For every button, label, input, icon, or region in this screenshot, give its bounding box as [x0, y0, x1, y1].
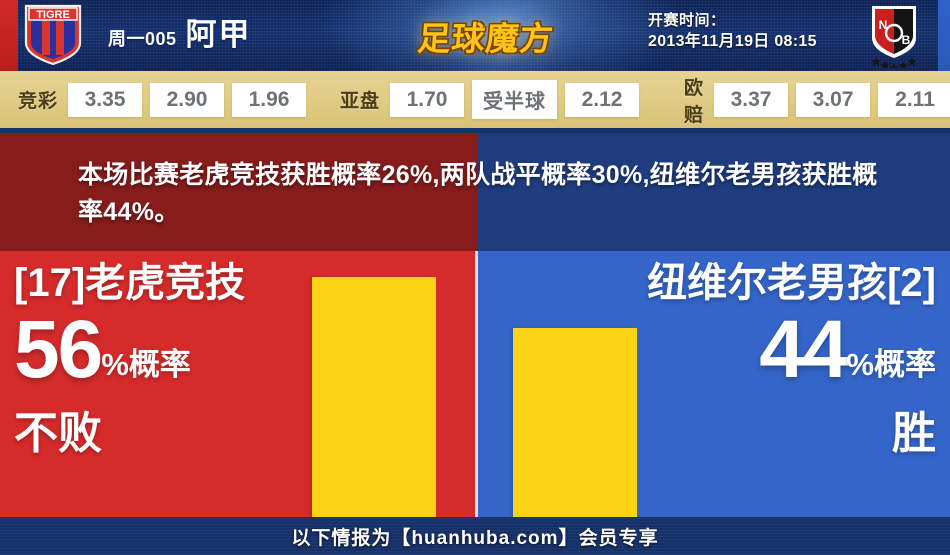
- home-outcome-label: 不败: [14, 409, 102, 458]
- odds-bar: 竞彩 3.35 2.90 1.96 亚盘 1.70 受半球 2.12 欧赔 3.…: [0, 71, 950, 128]
- kickoff-time-block: 开赛时间： 2013年11月19日 08:15: [648, 10, 817, 54]
- kickoff-label: 开赛时间：: [648, 12, 726, 29]
- match-title: 周一005 阿甲: [108, 9, 252, 54]
- home-team-name: [17]老虎竞技: [14, 261, 246, 305]
- away-badge-letter-n: N: [879, 18, 888, 32]
- odds-cell-draw[interactable]: 3.07: [796, 82, 871, 117]
- away-probability-bar: [513, 328, 637, 517]
- panel-divider: [475, 251, 478, 517]
- away-probability-row: 44 %概率: [647, 309, 936, 391]
- away-team-name: 纽维尔老男孩[2]: [647, 261, 936, 305]
- footer-suffix: 】会员专享: [558, 527, 659, 549]
- odds-cell-away[interactable]: 2.11: [878, 82, 950, 117]
- header-left-accent-strip: [0, 0, 18, 71]
- header-right-accent-strip: [938, 0, 950, 71]
- odds-cell-handicap[interactable]: 受半球: [472, 80, 558, 119]
- footer-prefix: 以下情报为【: [291, 527, 412, 549]
- away-team-block: 纽维尔老男孩[2] 44 %概率 胜: [647, 261, 936, 461]
- kickoff-value: 2013年11月19日 08:15: [648, 33, 817, 51]
- odds-group-jingcai: 竞彩 3.35 2.90 1.96: [18, 82, 307, 117]
- probability-panels: [17]老虎竞技 56 %概率 不败 纽维尔老男孩[2] 44 %概率 胜: [0, 251, 950, 517]
- away-outcome-label: 胜: [892, 409, 936, 458]
- home-badge-text: TIGRE: [36, 9, 70, 21]
- header-bar: TIGRE 周一005 阿甲 足球魔方 开赛时间： 2013年11月19日 08…: [0, 0, 950, 71]
- odds-cell-home[interactable]: 3.35: [68, 82, 143, 117]
- away-badge-letter-b: B: [902, 33, 911, 47]
- home-probability-unit: %概率: [101, 347, 191, 382]
- footer-bar: 以下情报为【huanhuba.com】会员专享: [0, 517, 950, 555]
- home-probability-bar: [312, 277, 436, 517]
- home-team-block: [17]老虎竞技 56 %概率 不败: [14, 261, 245, 461]
- match-round-label: 周一005: [108, 29, 177, 49]
- away-badge-stars: [871, 57, 917, 71]
- away-probability-unit: %概率: [846, 347, 936, 382]
- odds-group-label: 竞彩: [18, 91, 59, 112]
- odds-group-asian-handicap: 亚盘 1.70 受半球 2.12: [340, 80, 640, 119]
- away-team-badge-icon: N B: [858, 2, 928, 71]
- odds-cell-away[interactable]: 1.96: [232, 82, 307, 117]
- summary-text: 本场比赛老虎竞技获胜概率26%,两队战平概率30%,纽维尔老男孩获胜概率44%。: [78, 161, 878, 226]
- brand-logo-text: 足球魔方: [415, 19, 555, 57]
- odds-cell-away[interactable]: 2.12: [565, 82, 640, 117]
- brand-logo: 足球魔方: [398, 0, 573, 71]
- odds-group-european: 欧赔 3.37 3.07 2.11: [684, 73, 950, 127]
- summary-band: 本场比赛老虎竞技获胜概率26%,两队战平概率30%,纽维尔老男孩获胜概率44%。: [0, 133, 950, 251]
- odds-cell-home[interactable]: 1.70: [390, 82, 465, 117]
- away-probability-value: 44: [759, 304, 848, 395]
- home-probability-value: 56: [14, 304, 103, 395]
- home-team-badge-icon: TIGRE: [22, 3, 84, 67]
- summary-band-left-half: [0, 133, 477, 251]
- odds-cell-home[interactable]: 3.37: [714, 82, 789, 117]
- odds-cell-draw[interactable]: 2.90: [150, 82, 225, 117]
- footer-brand-link[interactable]: huanhuba.com: [411, 527, 559, 549]
- odds-group-label: 欧赔: [684, 77, 705, 126]
- home-probability-row: 56 %概率: [14, 309, 245, 391]
- summary-band-right-half: [477, 133, 950, 251]
- away-probability-panel: 纽维尔老男孩[2] 44 %概率 胜: [477, 251, 950, 517]
- odds-group-label: 亚盘: [340, 91, 381, 112]
- match-league-label: 阿甲: [185, 17, 252, 52]
- home-probability-panel: [17]老虎竞技 56 %概率 不败: [0, 251, 477, 517]
- footer-notice: 以下情报为【huanhuba.com】会员专享: [291, 523, 658, 550]
